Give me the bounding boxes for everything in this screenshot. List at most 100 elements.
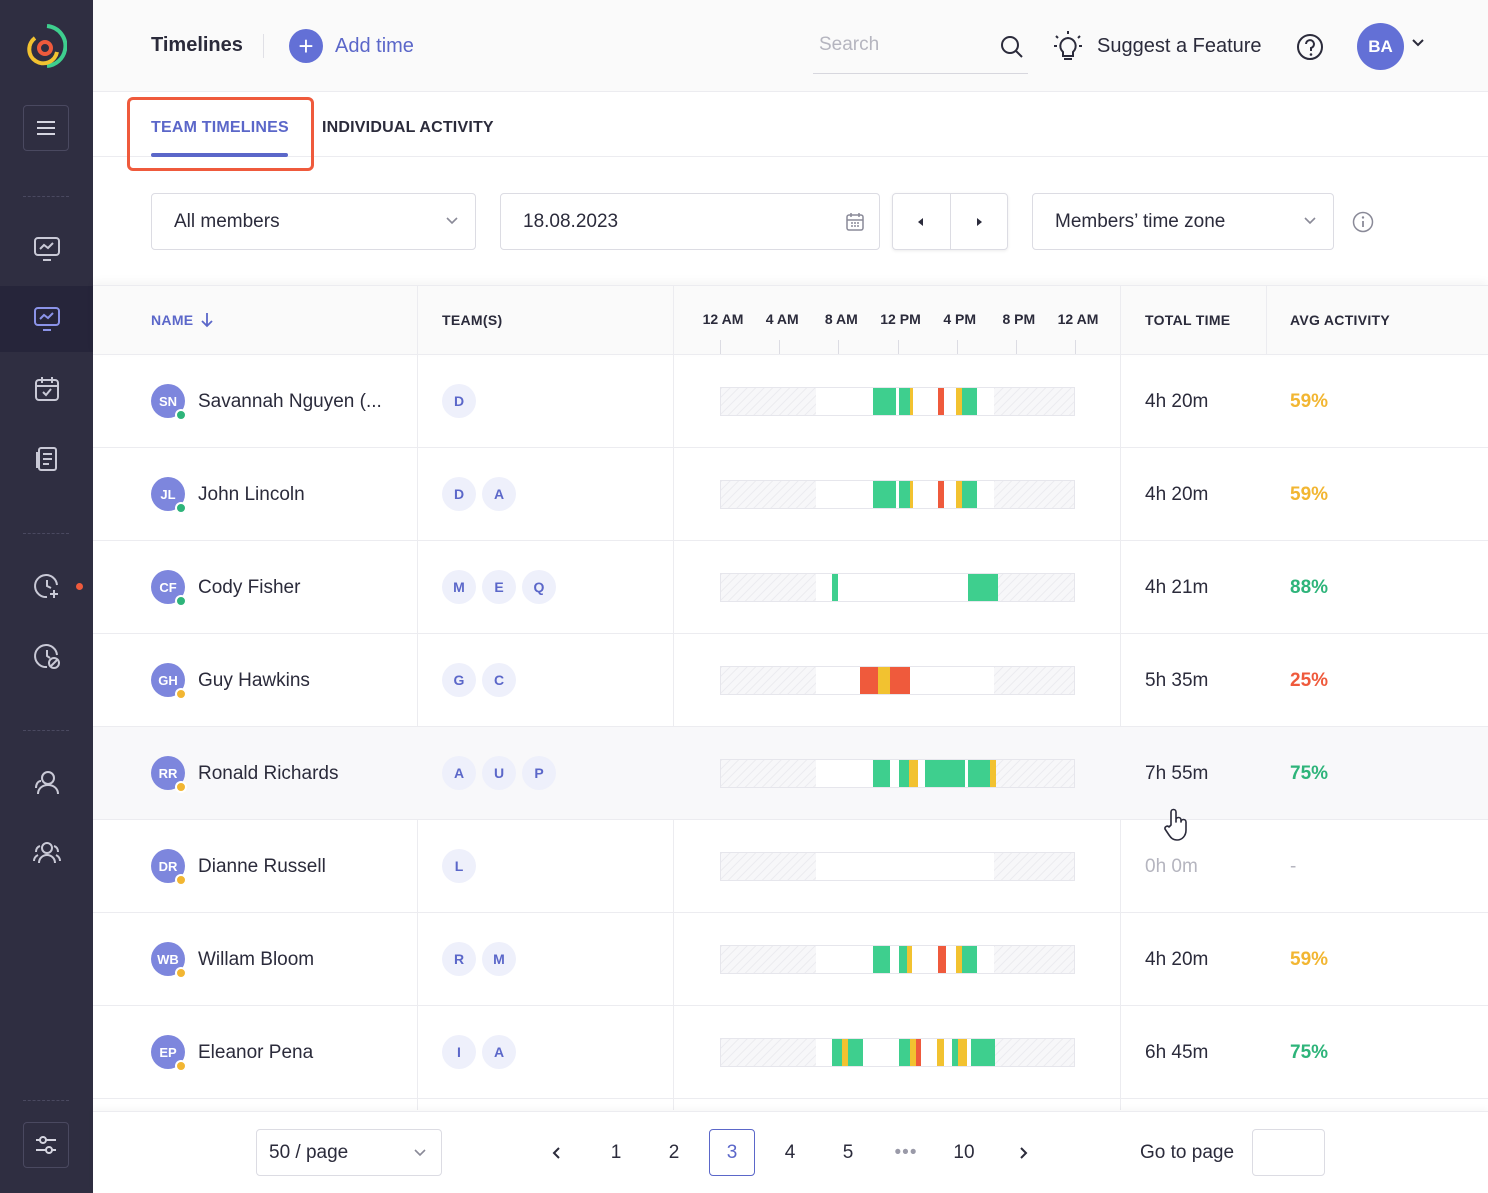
teams-column-header: TEAM(S): [442, 312, 503, 328]
tab-bar: TEAM TIMELINES INDIVIDUAL ACTIVITY: [93, 93, 1488, 157]
members-select[interactable]: All members: [151, 193, 476, 250]
tab-team-timelines[interactable]: TEAM TIMELINES: [151, 119, 289, 136]
search-icon[interactable]: [1000, 35, 1024, 59]
date-picker[interactable]: 18.08.2023: [500, 193, 880, 250]
member-name[interactable]: Willam Bloom: [198, 949, 315, 970]
activity-segment: [831, 1039, 843, 1066]
table-row[interactable]: JL John Lincoln D A 4h 20m 59%: [93, 448, 1488, 541]
member-name[interactable]: Savannah Nguyen (...: [198, 391, 382, 412]
page-button[interactable]: 2: [668, 1141, 680, 1163]
activity-timeline[interactable]: [720, 1038, 1075, 1067]
activity-segment: [907, 946, 912, 973]
settings-button[interactable]: [23, 1122, 69, 1168]
table-row[interactable]: DR Dianne Russell L 0h 0m -: [93, 820, 1488, 913]
previous-day-button[interactable]: [893, 194, 950, 249]
search-input[interactable]: [819, 34, 989, 56]
activity-segment: [848, 1039, 863, 1066]
page-ellipsis[interactable]: •••: [894, 1141, 918, 1163]
activity-timeline[interactable]: [720, 666, 1075, 695]
total-time: 4h 20m: [1145, 949, 1209, 970]
sidebar-item-teams[interactable]: [0, 820, 93, 886]
page-button[interactable]: 4: [784, 1141, 796, 1163]
activity-segment: [971, 1039, 995, 1066]
table-row[interactable]: RR Ronald Richards A U P 7h 55m 75%: [93, 727, 1488, 820]
page-button[interactable]: 5: [842, 1141, 854, 1163]
page-size-select[interactable]: 50 / page: [256, 1129, 442, 1176]
add-time-button[interactable]: + Add time: [289, 29, 414, 63]
sidebar-item-timelines[interactable]: [0, 286, 93, 352]
tab-individual-activity[interactable]: INDIVIDUAL ACTIVITY: [322, 119, 494, 136]
sidebar-item-dashboard[interactable]: [0, 216, 93, 282]
sidebar-item-members[interactable]: [0, 750, 93, 816]
avg-activity-column-header[interactable]: AVG ACTIVITY: [1290, 312, 1391, 328]
timeline-offhours: [721, 481, 816, 508]
caret-right-icon: [976, 217, 982, 226]
activity-segment: [910, 388, 914, 415]
user-avatar[interactable]: BA: [1357, 23, 1404, 70]
sidebar-item-add-time[interactable]: [0, 553, 93, 619]
timezone-select[interactable]: Members’ time zone: [1032, 193, 1334, 250]
members-select-value: All members: [174, 210, 280, 232]
name-column-header[interactable]: NAME: [151, 312, 214, 328]
activity-timeline[interactable]: [720, 945, 1075, 974]
chevron-down-icon[interactable]: [1411, 38, 1425, 48]
member-name[interactable]: Guy Hawkins: [198, 670, 310, 691]
team-badge: M: [442, 570, 476, 604]
next-page-button[interactable]: [1000, 1129, 1046, 1176]
hour-tick: [897, 340, 899, 354]
status-indicator: [175, 781, 187, 793]
page-button[interactable]: 1: [610, 1141, 622, 1163]
table-row[interactable]: WB Willam Bloom R M 4h 20m 59%: [93, 913, 1488, 1006]
info-icon[interactable]: [1352, 211, 1374, 233]
clock-off-icon: [33, 644, 60, 669]
sidebar-item-time-off[interactable]: [0, 623, 93, 689]
sidebar-item-reports[interactable]: [0, 426, 93, 492]
team-badge: A: [482, 477, 516, 511]
table-row[interactable]: SN Savannah Nguyen (... D 4h 20m 59%: [93, 355, 1488, 448]
member-name[interactable]: Dianne Russell: [198, 856, 326, 877]
sidebar: [0, 0, 93, 1193]
activity-timeline[interactable]: [720, 852, 1075, 881]
page-button[interactable]: 3: [709, 1129, 755, 1176]
member-name[interactable]: Ronald Richards: [198, 763, 339, 784]
activity-segment: [889, 667, 911, 694]
date-navigation: [892, 193, 1008, 250]
table-row[interactable]: GH Guy Hawkins G C 5h 35m 25%: [93, 634, 1488, 727]
column-divider: [1266, 285, 1267, 355]
member-name[interactable]: John Lincoln: [198, 484, 305, 505]
member-name[interactable]: Cody Fisher: [198, 577, 301, 598]
team-badge: A: [482, 1035, 516, 1069]
page-size-value: 50 / page: [269, 1142, 349, 1163]
table-row[interactable]: CF Cody Fisher M E Q 4h 21m 88%: [93, 541, 1488, 634]
timeline-offhours: [994, 574, 1074, 601]
activity-timeline[interactable]: [720, 480, 1075, 509]
suggest-feature-button[interactable]: Suggest a Feature: [1053, 30, 1262, 62]
timeline-offhours: [721, 388, 816, 415]
total-time: 4h 20m: [1145, 391, 1209, 412]
team-badge: U: [482, 756, 516, 790]
page-button[interactable]: 10: [953, 1141, 975, 1163]
hour-tick: [720, 340, 721, 354]
clock-plus-icon: [33, 574, 58, 599]
menu-button[interactable]: [23, 105, 69, 151]
timeline-chart-icon: [33, 307, 60, 331]
team-badge: G: [442, 663, 476, 697]
status-indicator: [175, 1060, 187, 1072]
go-to-page-input[interactable]: [1252, 1129, 1325, 1176]
previous-page-button[interactable]: [534, 1129, 580, 1176]
table-row[interactable]: EP Eleanor Pena I A 6h 45m 75%: [93, 1006, 1488, 1099]
team-badge: P: [522, 756, 556, 790]
calendar-check-icon: [34, 377, 59, 401]
help-icon[interactable]: [1296, 33, 1324, 61]
total-time-column-header[interactable]: TOTAL TIME: [1145, 312, 1231, 328]
app-logo[interactable]: [27, 22, 68, 70]
sidebar-item-calendar[interactable]: [0, 356, 93, 422]
next-day-button[interactable]: [949, 194, 1007, 249]
team-badge: M: [482, 942, 516, 976]
team-badge: R: [442, 942, 476, 976]
member-name[interactable]: Eleanor Pena: [198, 1042, 314, 1063]
activity-timeline[interactable]: [720, 573, 1075, 602]
hour-label: 12 AM: [702, 311, 744, 327]
activity-timeline[interactable]: [720, 387, 1075, 416]
activity-timeline[interactable]: [720, 759, 1075, 788]
